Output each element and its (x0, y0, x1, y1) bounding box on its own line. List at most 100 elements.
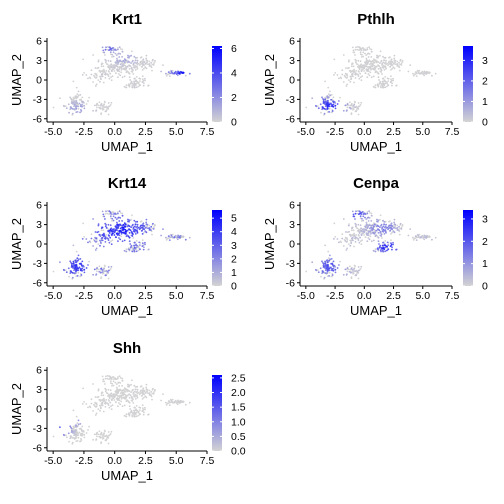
cell-point (101, 107, 104, 109)
cell-point (392, 66, 395, 68)
cell-point (102, 380, 105, 383)
cell-point (87, 100, 89, 102)
cell-point (362, 66, 364, 69)
cell-point (396, 224, 399, 227)
cell-point (350, 242, 353, 244)
cell-point (355, 63, 358, 65)
cell-point (357, 75, 360, 77)
cell-point (121, 212, 124, 215)
cell-point (115, 391, 117, 393)
cell-point (370, 232, 372, 235)
cell-point (107, 277, 110, 280)
cell-point (130, 54, 133, 57)
cell-point (114, 61, 117, 64)
cell-point (334, 72, 337, 74)
cell-point (148, 389, 151, 392)
cell-point (176, 238, 179, 241)
cell-point (167, 71, 170, 73)
cell-point (125, 67, 128, 70)
cell-point (128, 72, 131, 75)
cell-point (135, 82, 138, 85)
cell-point (73, 103, 76, 106)
cell-point (344, 268, 347, 271)
cell-point (133, 384, 136, 387)
cell-point (143, 82, 145, 85)
cell-point (85, 103, 88, 105)
cell-point (421, 234, 424, 237)
cell-point (387, 244, 390, 247)
cell-point (130, 62, 133, 64)
cell-point (108, 105, 110, 108)
cell-point (365, 65, 368, 67)
cell-point (52, 435, 55, 438)
cell-point (356, 212, 359, 215)
cell-point (97, 433, 100, 436)
cell-point (357, 105, 360, 108)
cell-point (168, 404, 171, 406)
cell-point (348, 101, 351, 104)
cell-point (69, 437, 72, 440)
cell-point (117, 391, 120, 394)
cell-point (134, 57, 137, 59)
cell-point (100, 242, 102, 244)
cell-point (370, 48, 373, 51)
cell-point (151, 63, 154, 66)
cell-point (136, 410, 139, 412)
cell-point (178, 72, 181, 74)
y-axis-title: UMAP_2 (9, 54, 24, 106)
cell-point (137, 226, 140, 229)
cell-point (338, 100, 340, 102)
cell-point (69, 425, 72, 428)
cell-point (144, 395, 147, 397)
cell-point (99, 235, 102, 238)
cell-point (114, 216, 117, 219)
cell-point (108, 235, 110, 237)
cell-point (346, 109, 348, 112)
cell-point (122, 65, 124, 68)
cell-point (76, 93, 79, 96)
cell-point (93, 268, 96, 271)
cell-point (180, 71, 183, 74)
cell-point (123, 404, 126, 407)
cell-point (101, 234, 104, 237)
cell-point (367, 220, 370, 222)
cell-point (109, 401, 112, 404)
cell-point (129, 82, 132, 85)
cell-point (356, 210, 359, 212)
cell-point (124, 388, 127, 390)
cell-point (131, 379, 133, 382)
cell-point (168, 75, 171, 77)
cell-point (384, 240, 387, 242)
x-tick-label: 2.5 (138, 126, 153, 138)
cell-point (106, 435, 108, 437)
cell-point (167, 235, 170, 238)
cell-point (132, 230, 135, 232)
cell-point (323, 276, 326, 279)
cell-point (153, 226, 155, 229)
cell-point (128, 236, 131, 239)
cell-point (414, 235, 417, 238)
cell-point (380, 223, 383, 226)
cell-point (362, 215, 365, 218)
cell-point (101, 269, 104, 271)
cell-point (393, 221, 396, 224)
cell-point (100, 436, 102, 439)
y-tick-label: 6 (36, 200, 42, 212)
cell-point (136, 388, 139, 391)
cell-point (389, 60, 392, 63)
cell-point (108, 375, 111, 378)
cell-point (401, 224, 404, 227)
cell-point (141, 60, 144, 63)
cell-point (136, 396, 139, 399)
cell-point (390, 239, 392, 242)
cell-point (372, 61, 375, 64)
cell-point (109, 211, 112, 214)
cell-point (141, 65, 144, 68)
cell-point (372, 249, 375, 252)
cell-point (96, 432, 98, 434)
cell-point (350, 103, 353, 106)
cell-point (130, 399, 133, 402)
cell-point (360, 265, 363, 268)
cell-point (322, 270, 324, 273)
cell-point (379, 249, 382, 252)
